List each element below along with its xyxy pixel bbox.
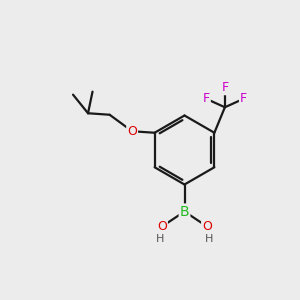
Text: F: F — [240, 92, 247, 105]
Text: O: O — [127, 125, 137, 138]
Text: B: B — [180, 205, 189, 218]
Text: H: H — [205, 234, 214, 244]
Text: O: O — [202, 220, 212, 233]
Text: O: O — [157, 220, 167, 233]
Text: F: F — [203, 92, 210, 105]
Text: F: F — [221, 81, 228, 94]
Text: H: H — [155, 234, 164, 244]
